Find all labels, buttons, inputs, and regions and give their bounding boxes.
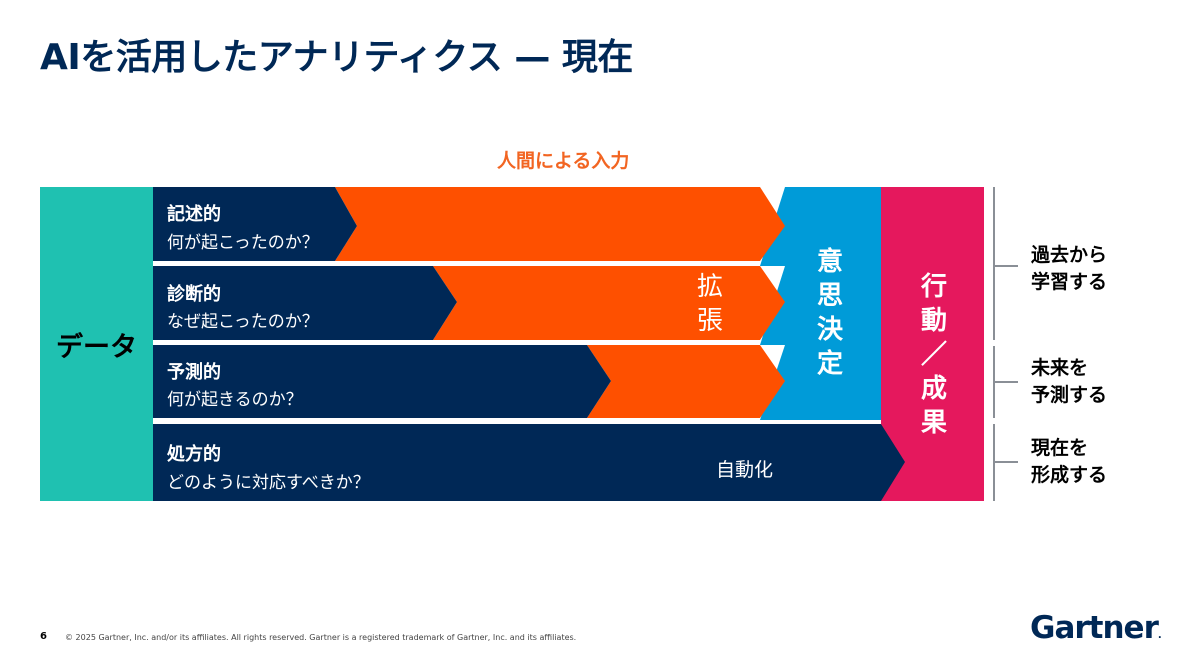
copyright-text: © 2025 Gartner, Inc. and/or its affiliat…: [65, 633, 577, 642]
automation-label: 自動化: [716, 459, 774, 481]
separator-line: [153, 261, 681, 266]
row-title-predictive: 予測的: [167, 362, 221, 383]
row-question-descriptive: 何が起こったのか？: [167, 233, 319, 253]
page-number: 6: [40, 631, 47, 642]
decision-block: [760, 187, 881, 420]
orange-arrow-descriptive: [335, 187, 785, 261]
bracket-tick: [995, 461, 1018, 463]
bracket-vertical: [993, 187, 995, 340]
row-arrow-diagnostic: [153, 266, 457, 340]
row-arrow-predictive: [153, 345, 611, 418]
bracket-vertical: [993, 346, 995, 418]
row-title-descriptive: 記述的: [167, 204, 221, 225]
decision-label: 意 思 決 定: [816, 247, 843, 379]
action-outcome-label: 行 動 ／ 成 果: [920, 272, 947, 438]
row-question-diagnostic: なぜ起こったのか？: [167, 312, 319, 332]
augmentation-label: 拡 張: [696, 272, 723, 336]
outcome-predict-future: 未来を 予測する: [1031, 357, 1108, 406]
outcome-shape-present: 現在を 形成する: [1031, 437, 1108, 486]
row-arrow-descriptive: [153, 187, 357, 261]
action-block: [881, 187, 984, 501]
row-question-predictive: 何が起きるのか？: [167, 390, 303, 410]
row-title-prescriptive: 処方的: [167, 444, 221, 465]
separator-line: [737, 340, 760, 345]
logo-dot: .: [1157, 630, 1162, 641]
orange-arrow-predictive: [587, 345, 785, 418]
separator-line: [153, 418, 760, 424]
data-block: [40, 187, 153, 501]
bracket-vertical: [993, 424, 995, 501]
gartner-logo: Gartner.: [1030, 610, 1162, 646]
separator-line: [737, 261, 760, 266]
human-input-label: 人間による入力: [497, 150, 630, 172]
page-title: AIを活用したアナリティクス — 現在: [40, 37, 633, 78]
separator-line: [153, 340, 681, 345]
bracket-tick: [995, 265, 1018, 267]
row-title-diagnostic: 診断的: [167, 284, 221, 305]
bracket-tick: [995, 381, 1018, 383]
data-label: データ: [56, 332, 137, 363]
orange-arrow-diagnostic: [433, 266, 785, 340]
outcome-learn-past: 過去から 学習する: [1031, 244, 1108, 293]
row-question-prescriptive: どのように対応すべきか？: [167, 473, 370, 493]
row-arrow-prescriptive: [153, 424, 905, 501]
